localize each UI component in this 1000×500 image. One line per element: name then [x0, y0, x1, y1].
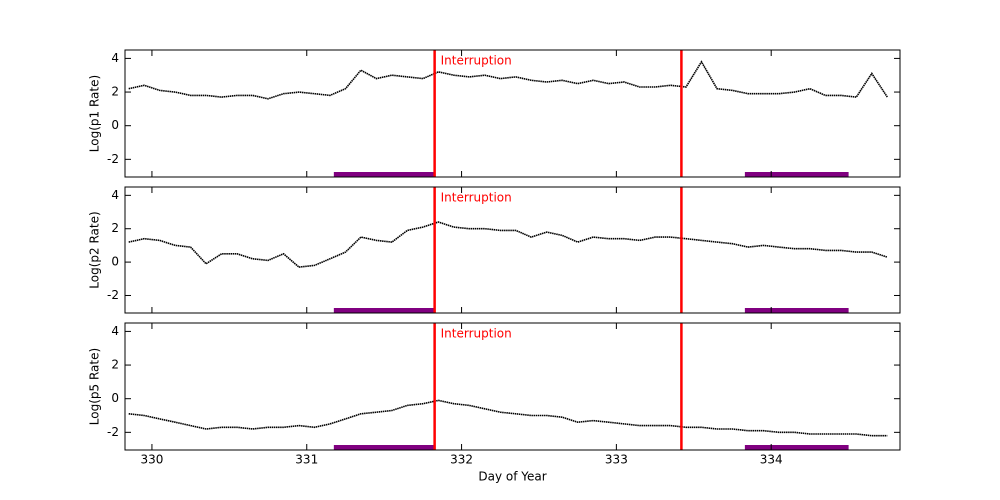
y-tick-label: -2 — [107, 425, 119, 439]
data-line — [128, 399, 888, 437]
subplot: Interruption -2 0 2 4 330 331 332 333 334 Log(p5 R… — [88, 322, 901, 484]
subplot: Interruption -2 0 2 4 Log(p2 Rate) — [88, 186, 901, 314]
span-bar — [744, 308, 849, 313]
y-tick-label: 0 — [111, 118, 119, 132]
axes-frame — [124, 186, 901, 314]
y-tick-label: -2 — [107, 152, 119, 166]
y-tick-label: 2 — [111, 358, 119, 372]
y-tick-label: -2 — [107, 288, 119, 302]
x-tick-label: 332 — [450, 453, 473, 467]
data-line — [128, 221, 888, 268]
y-tick-label: 4 — [111, 324, 119, 338]
y-tick-label: 0 — [111, 391, 119, 405]
x-tick-label: 331 — [295, 453, 318, 467]
subplot: Interruption -2 0 2 4 Log(p1 Rate) — [88, 49, 901, 178]
y-axis-label: Log(p2 Rate) — [88, 211, 102, 288]
y-tick-label: 4 — [111, 51, 119, 65]
x-tick-label: 334 — [760, 453, 783, 467]
span-bar — [744, 445, 849, 450]
y-tick-label: 0 — [111, 255, 119, 269]
span-bar — [744, 172, 849, 177]
data-line — [128, 60, 888, 100]
x-axis-label: Day of Year — [478, 470, 546, 484]
y-axis-label: Log(p1 Rate) — [88, 75, 102, 152]
annotation: Interruption — [441, 327, 512, 341]
annotation: Interruption — [441, 54, 512, 68]
span-bar — [333, 445, 435, 450]
x-tick-label: 333 — [605, 453, 628, 467]
x-tick-label: 330 — [140, 453, 163, 467]
y-tick-label: 2 — [111, 221, 119, 235]
axes-frame — [124, 322, 901, 451]
span-bar — [333, 172, 435, 177]
y-tick-label: 4 — [111, 188, 119, 202]
span-bar — [333, 308, 435, 313]
y-tick-label: 2 — [111, 85, 119, 99]
y-axis-label: Log(p5 Rate) — [88, 348, 102, 425]
annotation: Interruption — [441, 191, 512, 205]
axes-frame — [124, 49, 901, 178]
